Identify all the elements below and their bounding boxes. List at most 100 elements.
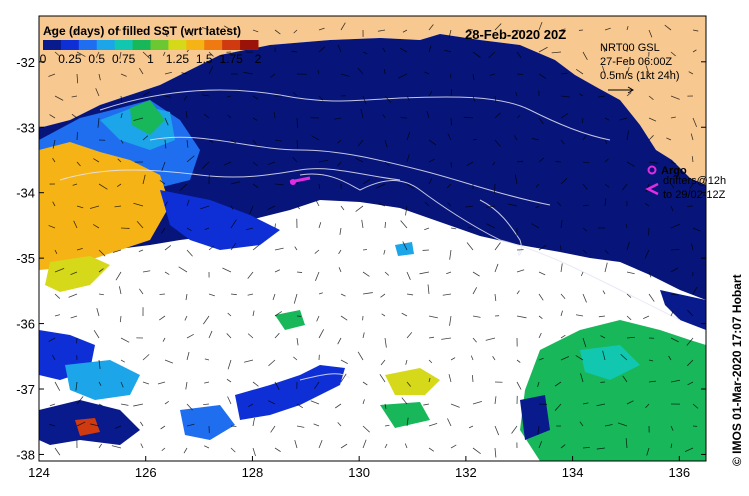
current-vector [625,223,628,229]
current-vector [340,73,350,77]
current-vector [142,354,150,361]
sst-patch-s-green [380,402,430,428]
current-vector [186,333,194,339]
current-vector [494,242,501,251]
current-vector [670,443,673,449]
y-tick-label: -38 [16,447,35,462]
current-vector [384,443,388,449]
current-vector [582,249,588,254]
current-vector [602,350,606,361]
current-vector [340,293,346,297]
sst-patch-sw-2 [65,360,140,400]
current-vector [230,447,236,453]
current-vector [466,161,474,166]
current-vector [646,447,650,456]
current-vector [686,359,694,367]
current-vector [575,314,584,317]
x-tick-label: 132 [455,465,477,480]
current-vector [314,381,320,390]
current-vector [227,114,232,119]
current-vector [186,351,190,361]
current-vector [648,29,653,38]
imos-credit: © IMOS 01-Mar-2020 17:07 Hobart [730,274,744,466]
current-vector [274,139,282,142]
current-vector [361,219,364,229]
current-vector [486,205,496,208]
current-vector [142,381,150,385]
current-vector [337,422,342,427]
current-vector [686,337,694,346]
current-vector [362,332,365,339]
current-vector [670,116,676,119]
current-legend: NRT00 GSL 27-Feb 06:00Z 0.5m/s (1kt 24h) [600,42,679,94]
current-vector [223,25,232,31]
current-vector [133,202,144,207]
current-vector [357,67,364,75]
current-vector [316,315,320,322]
current-vector [185,381,188,390]
current-vector [538,21,543,31]
current-vector [516,51,522,59]
current-vector [136,220,144,229]
sst-patch-mid-2 [395,242,414,256]
y-tick-label: -37 [16,382,35,397]
current-vector [338,249,342,255]
current-vector [692,49,697,53]
colorbar-tick-label: 1 [147,52,154,66]
current-vector [268,359,276,367]
current-vector [120,95,123,102]
current-vector [338,267,342,273]
current-vector [492,356,496,361]
current-vector [450,403,460,408]
current-vector [535,183,540,188]
current-vector [120,73,127,77]
current-vector [691,156,694,163]
current-vector [582,135,587,141]
current-vector [401,397,408,405]
current-vector [252,139,257,146]
current-vector [357,351,364,361]
colorbar-tick-label: 0.75 [112,52,136,66]
current-vector [404,443,408,449]
current-vector [580,373,584,383]
current-vector [582,204,589,207]
current-vector [494,112,501,119]
current-vector [230,139,237,144]
current-vector [670,183,675,189]
current-vector [604,198,607,207]
current-vector [446,271,452,275]
current-vector [648,117,657,122]
current-vector [579,93,584,97]
colorbar-swatch [204,40,223,50]
current-vector [538,332,542,339]
current-vector [293,293,298,304]
current-vector [406,183,415,190]
current-vector [71,95,78,98]
current-vector [318,95,324,101]
current-vector [626,336,635,339]
colorbar-swatch [186,40,205,50]
current-vector [447,202,452,207]
current-vector [294,440,298,449]
current-vector [292,91,298,97]
current-vector [186,227,192,232]
current-vector [384,403,387,409]
current-vector [120,403,129,406]
current-vector [426,110,430,119]
current-vector [355,205,364,212]
current-vector [274,183,284,186]
current-vector [626,315,632,321]
current-vector [472,375,474,383]
current-vector [604,27,611,31]
y-axis-latitude: -32 -33 -34 -35 -36 -37 -38 [16,55,706,462]
current-vector [670,95,680,100]
current-vector [184,315,188,321]
current-vector [230,181,241,185]
current-vector [179,183,188,191]
colorbar-swatch [43,40,62,50]
drifter-legend-line1: drifters@12h [663,175,726,187]
current-vector [186,139,189,148]
current-vector [160,425,166,430]
current-vector [49,114,56,119]
current-vector [142,270,151,273]
